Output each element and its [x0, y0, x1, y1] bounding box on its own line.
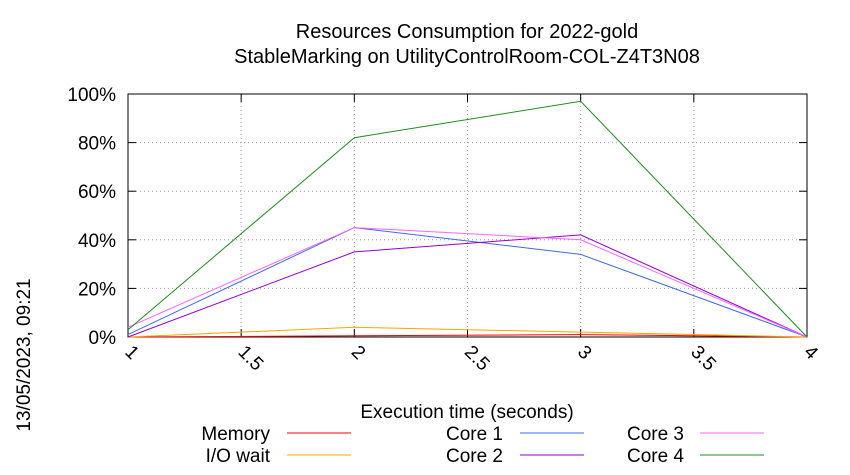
x-tick-label: 1.5 [234, 342, 268, 376]
grid [128, 94, 807, 337]
x-tick-label: 3 [573, 342, 595, 364]
series-line-core-4 [127, 100, 808, 338]
series-line-i-o-wait [127, 326, 808, 338]
x-tick-label: 4 [799, 342, 822, 365]
series-line-core-2 [127, 234, 808, 338]
y-tick-label: 60% [78, 182, 116, 203]
series-lines [127, 100, 808, 338]
y-tick-label: 100% [67, 85, 116, 106]
legend-label-core-1: Core 1 [446, 424, 503, 445]
y-tick-label: 20% [78, 279, 116, 300]
plot-border [127, 93, 808, 338]
x-tick-label: 2.5 [460, 342, 494, 376]
x-tick-label: 1 [120, 342, 142, 364]
x-tick-label: 2 [347, 342, 369, 364]
chart-subtitle: StableMarking on UtilityControlRoom-COL-… [234, 46, 700, 68]
side-timestamp-label: 13/05/2023, 09:21 [14, 278, 35, 431]
chart-title: Resources Consumption for 2022-gold [296, 21, 638, 43]
legend-label-memory: Memory [201, 424, 270, 445]
legend-label-i-o-wait: I/O wait [206, 446, 271, 467]
series-line-core-1 [127, 227, 808, 338]
series-line-core-3 [127, 227, 808, 338]
y-tick-label: 40% [78, 231, 116, 252]
y-tick-label: 0% [89, 328, 117, 349]
legend-label-core-4: Core 4 [627, 446, 684, 467]
y-tick-label: 80% [78, 134, 116, 155]
series-line-memory [127, 334, 808, 338]
x-axis-label: Execution time (seconds) [360, 402, 573, 423]
axes: 0% 20% 40% 60% 80% 100% 1 1.5 2 2.5 3 3.5 4 [67, 85, 822, 375]
legend-label-core-2: Core 2 [446, 446, 503, 467]
x-tick-label: 3.5 [686, 342, 720, 376]
legend-label-core-3: Core 3 [627, 424, 684, 445]
